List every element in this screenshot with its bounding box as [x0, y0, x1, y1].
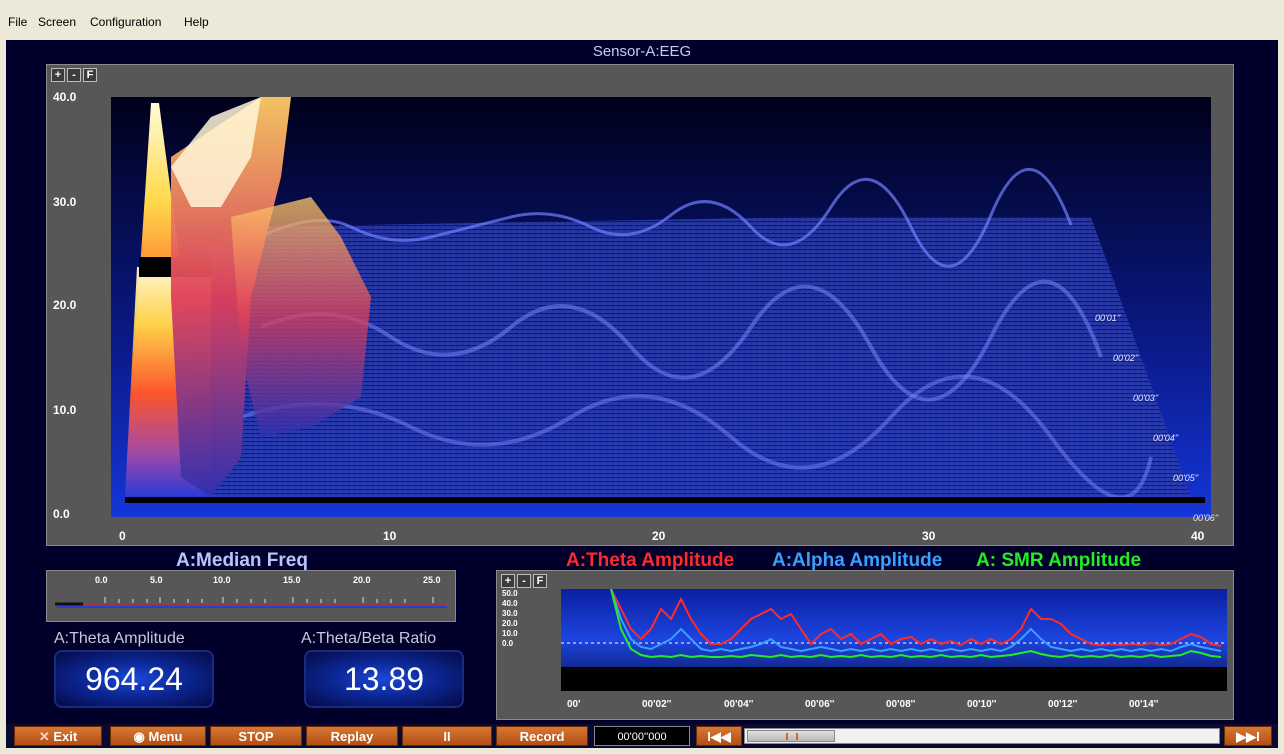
exit-button[interactable]: ✕ Exit: [14, 726, 102, 746]
scale-tick: 5.0: [150, 575, 163, 585]
scale-tick: 10.0: [213, 575, 231, 585]
y-tick: 0.0: [53, 507, 70, 521]
thumb-grip: [786, 733, 798, 740]
theta-amplitude-value: 964.24: [54, 650, 214, 708]
x-tick: 00'08'': [886, 699, 916, 710]
median-freq-bar: [55, 597, 447, 608]
zoom-out-button[interactable]: -: [67, 68, 81, 82]
amplitude-panel: + - F 50.0 40.0 30.0 20.0 10.0 0.0 00' 0: [496, 570, 1234, 720]
x-tick: 30: [922, 529, 936, 543]
y-tick: 30.0: [502, 609, 518, 618]
y-tick: 40.0: [53, 90, 77, 104]
x-tick: 00': [567, 699, 581, 710]
time-label: 00'06'': [1193, 513, 1219, 523]
smr-line: [610, 589, 1222, 659]
replay-button[interactable]: Replay: [306, 726, 398, 746]
menu-configuration[interactable]: Configuration: [90, 15, 162, 29]
x-tick: 00'06'': [805, 699, 835, 710]
y-tick: 10.0: [502, 629, 518, 638]
scrollbar-thumb[interactable]: [747, 730, 835, 742]
theta-amplitude-label: A:Theta Amplitude: [54, 630, 185, 647]
x-tick: 00'14'': [1129, 699, 1159, 710]
playback-scrollbar[interactable]: [744, 728, 1220, 744]
y-tick: 0.0: [502, 639, 514, 648]
zoom-in-button[interactable]: +: [51, 68, 65, 82]
forward-button[interactable]: ▶▶I: [1224, 726, 1272, 746]
spectrum-plot: [111, 97, 1211, 517]
scale-tick: 25.0: [423, 575, 441, 585]
x-tick: 00'10'': [967, 699, 997, 710]
scale-tick: 0.0: [95, 575, 108, 585]
x-tick: 00'04'': [724, 699, 754, 710]
alpha-amplitude-title: A:Alpha Amplitude: [772, 550, 943, 571]
time-label: 00'04'': [1153, 433, 1179, 443]
menu-file[interactable]: File: [8, 15, 28, 29]
y-tick: 20.0: [53, 298, 77, 312]
theta-amplitude-title: A:Theta Amplitude: [566, 550, 735, 571]
rewind-button[interactable]: I◀◀: [696, 726, 742, 746]
zoom-in-button[interactable]: +: [501, 574, 515, 588]
fit-button[interactable]: F: [83, 68, 97, 82]
close-icon: ✕: [38, 729, 50, 744]
y-tick: 40.0: [502, 599, 518, 608]
y-tick: 10.0: [53, 403, 77, 417]
menu-screen[interactable]: Screen: [38, 15, 77, 29]
record-button[interactable]: Record: [496, 726, 588, 746]
x-tick: 20: [652, 529, 666, 543]
theta-line: [610, 589, 1222, 647]
median-freq-title: A:Median Freq: [176, 550, 308, 571]
timecode-display: 00'00''000: [594, 726, 690, 746]
y-tick: 30.0: [53, 195, 77, 209]
x-tick: 00'02'': [642, 699, 672, 710]
y-tick: 50.0: [502, 589, 518, 598]
time-label: 00'03'': [1133, 393, 1159, 403]
playback-toolbar: ✕ Exit ◉ Menu STOP Replay II Record 00'0…: [6, 724, 1278, 748]
pause-button[interactable]: II: [402, 726, 492, 746]
zoom-out-button[interactable]: -: [517, 574, 531, 588]
sensor-title: Sensor-A:EEG: [592, 43, 692, 60]
x-tick: 0: [119, 529, 126, 543]
scale-tick: 15.0: [283, 575, 301, 585]
scale-tick: 20.0: [353, 575, 371, 585]
x-tick: 40: [1191, 529, 1205, 543]
y-tick: 20.0: [502, 619, 518, 628]
stop-button[interactable]: STOP: [210, 726, 302, 746]
menu-bar: File Screen Configuration Help: [0, 0, 1284, 40]
time-label: 00'05'': [1173, 473, 1199, 483]
app-window: Sensor-A:EEG + - F 40.0 30.0 20.0 10.0 0…: [6, 40, 1278, 724]
x-tick: 00'12'': [1048, 699, 1078, 710]
fit-button[interactable]: F: [533, 574, 547, 588]
smr-amplitude-title: A: SMR Amplitude: [976, 550, 1142, 571]
median-freq-panel: 0.0 5.0 10.0 15.0 20.0 25.0: [46, 570, 456, 622]
menu-label: Menu: [148, 729, 183, 744]
alpha-line: [610, 589, 1222, 653]
menu-help[interactable]: Help: [184, 15, 209, 29]
exit-label: Exit: [53, 729, 78, 744]
menu-icon: ◉: [133, 729, 145, 744]
x-tick: 10: [383, 529, 397, 543]
spectrum-panel: + - F 40.0 30.0 20.0 10.0 0.0: [46, 64, 1234, 546]
amplitude-plot: [561, 589, 1227, 691]
time-label: 00'01'': [1095, 313, 1121, 323]
menu-button[interactable]: ◉ Menu: [110, 726, 206, 746]
theta-beta-value: 13.89: [304, 650, 464, 708]
theta-beta-label: A:Theta/Beta Ratio: [301, 630, 437, 647]
time-label: 00'02'': [1113, 353, 1139, 363]
